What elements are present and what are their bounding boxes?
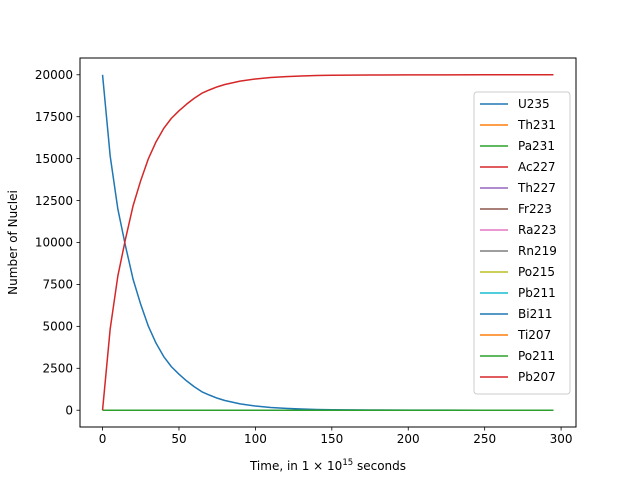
legend-label: Rn219 [518, 244, 557, 258]
x-axis-label-exponent: 15 [342, 458, 353, 468]
legend-label: Ti207 [517, 328, 551, 342]
legend-label: Ra223 [518, 223, 556, 237]
x-axis-label-text: Time, in 1 × 10 [249, 459, 342, 473]
y-axis-label: Number of Nuclei [6, 190, 20, 295]
legend-label: Po215 [518, 265, 555, 279]
y-tick-label: 15000 [35, 152, 73, 166]
y-tick-label: 5000 [42, 320, 73, 334]
y-tick-label: 0 [65, 403, 73, 417]
x-axis: 0 50 100 150 200 250 300 [99, 427, 573, 446]
x-axis-label-suffix: seconds [353, 459, 406, 473]
legend-label: Pa231 [518, 139, 555, 153]
x-axis-label: Time, in 1 × 1015 seconds [249, 458, 406, 473]
legend-label: Th227 [517, 181, 556, 195]
x-tick-label: 100 [244, 432, 267, 446]
legend-label: Th231 [517, 118, 556, 132]
y-axis: 0 2500 5000 7500 10000 12500 15000 17500 20000 [35, 68, 80, 417]
y-tick-label: 17500 [35, 110, 73, 124]
y-tick-label: 10000 [35, 236, 73, 250]
y-tick-label: 7500 [42, 278, 73, 292]
x-tick-label: 200 [397, 432, 420, 446]
legend-label: Bi211 [518, 307, 552, 321]
legend-label: Pb211 [518, 286, 556, 300]
x-tick-label: 300 [550, 432, 573, 446]
legend-label: Fr223 [518, 202, 552, 216]
x-tick-label: 50 [171, 432, 186, 446]
x-tick-label: 250 [473, 432, 496, 446]
series-line-pb207 [101, 74, 554, 411]
x-tick-label: 150 [320, 432, 343, 446]
y-tick-label: 2500 [42, 361, 73, 375]
plot-lines [101, 74, 554, 411]
y-tick-label: 20000 [35, 68, 73, 82]
y-tick-label: 12500 [35, 194, 73, 208]
legend: U235 Th231 Pa231 Ac227 Th227 Fr223 Ra223 Rn219 P… [473, 91, 571, 395]
legend-label: Pb207 [518, 370, 556, 384]
legend-label: Ac227 [518, 160, 556, 174]
legend-label: U235 [518, 97, 550, 111]
x-tick-label: 0 [99, 432, 107, 446]
legend-label: Po211 [518, 349, 555, 363]
